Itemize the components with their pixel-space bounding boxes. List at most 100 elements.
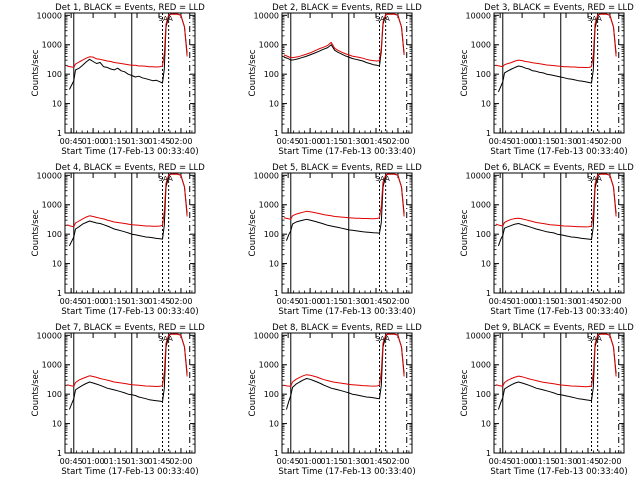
series-line-events xyxy=(285,173,405,241)
y-axis-label: Counts/sec xyxy=(460,369,470,416)
x-tick-label: 02:00 xyxy=(169,297,192,306)
x-tick-label: 02:00 xyxy=(386,137,409,146)
y-tick-label: 1 xyxy=(486,449,491,458)
y-tick-label: 1000 xyxy=(42,41,62,50)
y-tick-label: 100 xyxy=(47,70,62,79)
series-line-lld xyxy=(283,13,405,62)
x-tick-label: 01:30 xyxy=(125,137,148,146)
y-tick-label: 100 xyxy=(47,390,62,399)
y-tick-label: 1 xyxy=(57,449,62,458)
x-axis-label: Start Time (17-Feb-13 00:33:40) xyxy=(278,307,415,317)
y-tick-label: 100 xyxy=(264,390,279,399)
series-line-lld xyxy=(495,13,617,68)
y-axis-label: Counts/sec xyxy=(248,49,258,96)
chart-title: Det 5, BLACK = Events, RED = LLD xyxy=(272,163,422,173)
y-tick-label: 1000 xyxy=(471,41,491,50)
y-tick-label: 10 xyxy=(52,260,62,269)
x-tick-label: 00:45 xyxy=(489,457,512,466)
saa-annotation: SAA xyxy=(158,175,173,183)
x-tick-label: 01:45 xyxy=(147,137,170,146)
x-tick-label: 01:00 xyxy=(299,137,322,146)
y-tick-label: 10000 xyxy=(37,331,62,340)
x-tick-label: 01:00 xyxy=(82,297,105,306)
chart-panel-8: Det 8, BLACK = Events, RED = LLD 1 10 100 10… xyxy=(248,323,422,477)
plot-frame xyxy=(281,12,413,134)
chart-panel-7: Det 7, BLACK = Events, RED = LLD 1 10 100 10… xyxy=(31,323,205,477)
plot-frame xyxy=(64,12,196,134)
series-line-events xyxy=(497,333,617,410)
y-tick-label: 10 xyxy=(52,420,62,429)
y-tick-label: 10 xyxy=(269,100,279,109)
plot-frame xyxy=(281,332,413,454)
chart-title: Det 3, BLACK = Events, RED = LLD xyxy=(484,3,634,13)
x-tick-label: 00:45 xyxy=(489,137,512,146)
x-tick-label: 01:00 xyxy=(511,297,534,306)
y-tick-label: 1 xyxy=(486,289,491,298)
x-tick-label: 02:00 xyxy=(169,457,192,466)
x-tick-label: 01:30 xyxy=(342,457,365,466)
series-line-events xyxy=(68,173,188,247)
y-axis-label: Counts/sec xyxy=(248,209,258,256)
x-tick-label: 01:30 xyxy=(554,137,577,146)
saa-annotation: SAA xyxy=(587,175,602,183)
x-tick-label: 01:00 xyxy=(511,457,534,466)
x-axis-label: Start Time (17-Feb-13 00:33:40) xyxy=(278,147,415,157)
chart-panel-2: Det 2, BLACK = Events, RED = LLD 1 10 100 10… xyxy=(248,3,422,157)
x-tick-label: 01:00 xyxy=(511,137,534,146)
chart-panel-4: Det 4, BLACK = Events, RED = LLD 1 10 100 10… xyxy=(31,163,205,317)
x-tick-label: 01:45 xyxy=(576,457,599,466)
chart-title: Det 4, BLACK = Events, RED = LLD xyxy=(55,163,205,173)
y-tick-label: 1000 xyxy=(471,361,491,370)
x-tick-label: 01:45 xyxy=(147,457,170,466)
plot-frame xyxy=(493,12,625,134)
plot-frame xyxy=(281,172,413,294)
x-tick-label: 01:45 xyxy=(364,137,387,146)
chart-title: Det 2, BLACK = Events, RED = LLD xyxy=(272,3,422,13)
plot-frame xyxy=(493,332,625,454)
saa-annotation: SAA xyxy=(158,335,173,343)
x-tick-label: 01:45 xyxy=(364,297,387,306)
y-tick-label: 10 xyxy=(52,100,62,109)
y-tick-label: 10000 xyxy=(466,171,491,180)
series-line-events xyxy=(497,173,617,247)
plot-frame xyxy=(64,332,196,454)
x-tick-label: 00:45 xyxy=(489,297,512,306)
x-axis-label: Start Time (17-Feb-13 00:33:40) xyxy=(278,467,415,477)
series-line-lld xyxy=(283,333,405,387)
y-tick-label: 1000 xyxy=(259,41,279,50)
x-tick-label: 00:45 xyxy=(277,457,300,466)
x-tick-label: 01:45 xyxy=(576,297,599,306)
y-tick-label: 10000 xyxy=(254,11,279,20)
y-tick-label: 10 xyxy=(481,100,491,109)
y-tick-label: 1 xyxy=(57,129,62,138)
y-tick-label: 1000 xyxy=(42,361,62,370)
x-tick-label: 01:00 xyxy=(82,137,105,146)
y-axis-label: Counts/sec xyxy=(248,369,258,416)
x-tick-label: 01:30 xyxy=(342,137,365,146)
x-tick-label: 01:15 xyxy=(104,137,127,146)
x-axis-label: Start Time (17-Feb-13 00:33:40) xyxy=(490,307,627,317)
y-tick-label: 1 xyxy=(57,289,62,298)
y-axis-label: Counts/sec xyxy=(460,49,470,96)
x-tick-label: 02:00 xyxy=(598,457,621,466)
chart-title: Det 8, BLACK = Events, RED = LLD xyxy=(272,323,422,333)
series-line-lld xyxy=(495,173,617,228)
y-tick-label: 1000 xyxy=(259,201,279,210)
y-tick-label: 10000 xyxy=(466,11,491,20)
x-tick-label: 02:00 xyxy=(386,457,409,466)
y-tick-label: 1 xyxy=(274,449,279,458)
x-tick-label: 01:30 xyxy=(342,297,365,306)
y-tick-label: 1 xyxy=(274,289,279,298)
series-line-lld xyxy=(495,333,617,388)
y-tick-label: 10 xyxy=(481,420,491,429)
y-tick-label: 1 xyxy=(486,129,491,138)
y-tick-label: 10000 xyxy=(466,331,491,340)
y-axis-label: Counts/sec xyxy=(31,209,41,256)
x-tick-label: 01:30 xyxy=(125,297,148,306)
plot-frame xyxy=(493,172,625,294)
series-line-lld xyxy=(283,173,405,220)
chart-panel-5: Det 5, BLACK = Events, RED = LLD 1 10 100 10… xyxy=(248,163,422,317)
y-tick-label: 1000 xyxy=(42,201,62,210)
x-axis-label: Start Time (17-Feb-13 00:33:40) xyxy=(61,467,198,477)
saa-annotation: SAA xyxy=(587,15,602,23)
